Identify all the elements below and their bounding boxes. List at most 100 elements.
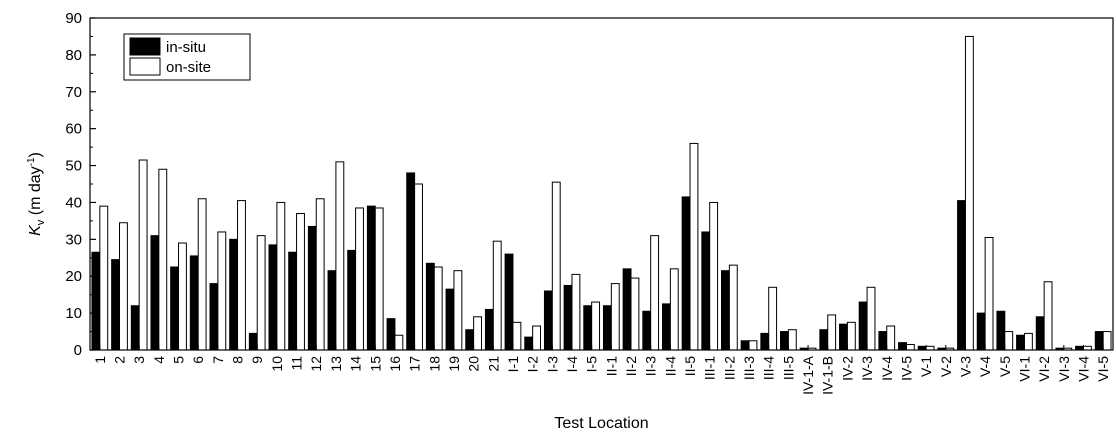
bar-in-situ-10 — [268, 244, 278, 351]
x-tick-label: I-1 — [505, 356, 521, 373]
bar-on-site-i-2 — [532, 325, 542, 351]
bar-in-situ-4 — [150, 235, 160, 351]
x-tick-label: V-4 — [977, 356, 993, 377]
legend-swatch-on-site — [129, 57, 161, 76]
y-axis-title-unit-sup: -1 — [26, 157, 37, 166]
y-axis-title-symbol: K — [27, 224, 44, 236]
x-tick-label: VI-5 — [1095, 356, 1111, 382]
x-tick-label: 7 — [210, 356, 226, 364]
bar-on-site-2 — [119, 222, 128, 351]
bar-on-site-7 — [217, 231, 227, 351]
bar-on-site-8 — [237, 200, 246, 351]
x-tick-label: IV-4 — [879, 356, 895, 381]
x-tick-label: II-2 — [623, 356, 639, 376]
bar-on-site-21 — [492, 240, 502, 351]
bar-in-situ-5 — [170, 266, 180, 351]
bar-on-site-13 — [335, 161, 345, 351]
x-tick-label: V-5 — [997, 356, 1013, 377]
bar-in-situ-vi-2 — [1035, 316, 1045, 351]
bar-in-situ-3 — [130, 305, 140, 351]
x-tick-label: 20 — [466, 356, 482, 372]
x-tick-label: III-4 — [761, 356, 777, 380]
bar-in-situ-ii-1 — [602, 305, 612, 351]
bar-on-site-15 — [374, 207, 384, 351]
x-tick-label: IV-3 — [859, 356, 875, 381]
legend-label-on-site: on-site — [166, 59, 211, 76]
x-tick-label: V-2 — [938, 356, 954, 377]
bar-on-site-6 — [197, 198, 207, 351]
bar-on-site-11 — [296, 213, 305, 351]
legend-swatch-in-situ — [129, 37, 161, 56]
bar-in-situ-iii-5 — [780, 331, 789, 351]
bar-in-situ-17 — [406, 172, 416, 351]
bar-in-situ-ii-2 — [622, 268, 632, 351]
y-tick-label: 70 — [65, 84, 82, 101]
bar-in-situ-iv-1-b — [819, 329, 829, 351]
x-tick-label: 19 — [446, 356, 462, 372]
y-tick-label: 80 — [65, 47, 82, 64]
x-tick-label: III-1 — [702, 356, 718, 380]
x-tick-label: 14 — [348, 356, 364, 372]
bar-in-situ-7 — [209, 283, 219, 351]
x-tick-label: 21 — [485, 356, 501, 372]
x-tick-label: III-3 — [741, 356, 757, 380]
bar-in-situ-i-5 — [583, 305, 593, 351]
bar-on-site-10 — [276, 201, 286, 351]
x-tick-label: 1 — [92, 356, 108, 364]
x-axis-title: Test Location — [554, 415, 648, 432]
bar-in-situ-iv-2 — [839, 323, 848, 351]
y-axis-title: Kv (m day-1) — [26, 152, 47, 236]
bar-in-situ-19 — [445, 288, 455, 351]
bar-in-situ-ii-5 — [681, 196, 691, 351]
bar-on-site-iii-2 — [728, 264, 738, 351]
x-tick-label: 13 — [328, 356, 344, 372]
x-tick-label: 12 — [308, 356, 324, 372]
x-axis: 1 2 3 4 5 6 7 8 9 10 11 12 13 14 15 16 17 18 19 20 21 I-1 I-2 I… — [92, 345, 1111, 395]
x-tick-label: VI-4 — [1075, 356, 1091, 382]
bar-in-situ-iv-5 — [898, 342, 907, 351]
x-tick-label: 5 — [171, 356, 187, 364]
bar-on-site-5 — [178, 242, 187, 351]
bar-on-site-ii-1 — [610, 283, 620, 351]
x-tick-label: II-1 — [603, 356, 619, 376]
bar-on-site-i-1 — [512, 321, 522, 351]
bar-on-site-v-5 — [1004, 331, 1014, 351]
bar-in-situ-15 — [366, 205, 376, 351]
y-axis-title-unit-close: ) — [27, 152, 44, 157]
x-tick-label: IV-5 — [898, 356, 914, 381]
bar-in-situ-ii-4 — [661, 303, 671, 351]
bar-in-situ-21 — [484, 308, 494, 351]
bar-in-situ-ii-3 — [642, 310, 652, 351]
bar-in-situ-iii-1 — [701, 231, 711, 351]
x-tick-label: V-1 — [918, 356, 934, 377]
bar-on-site-i-3 — [551, 181, 561, 351]
bar-in-situ-12 — [307, 225, 317, 351]
x-tick-label: V-3 — [957, 356, 973, 377]
x-tick-label: II-3 — [643, 356, 659, 376]
x-tick-label: 15 — [367, 356, 383, 372]
y-axis: 0 10 20 30 40 50 60 70 80 90 — [65, 10, 96, 359]
bar-on-site-3 — [138, 159, 148, 351]
bar-in-situ-v-3 — [957, 200, 966, 351]
x-tick-label: IV-1-B — [820, 356, 836, 395]
bar-on-site-i-5 — [591, 301, 601, 351]
bar-on-site-vi-5 — [1102, 331, 1112, 351]
bar-on-site-v-3 — [964, 35, 974, 351]
bar-on-site-iv-3 — [866, 286, 876, 351]
bar-in-situ-vi-1 — [1016, 334, 1025, 351]
bar-in-situ-i-1 — [504, 253, 514, 351]
bar-in-situ-6 — [189, 255, 199, 351]
bar-in-situ-1 — [91, 251, 101, 351]
x-tick-label: IV-1-A — [800, 355, 816, 395]
bar-in-situ-11 — [288, 251, 298, 351]
y-axis-title-unit: (m day — [27, 166, 44, 219]
bar-in-situ-v-5 — [996, 310, 1006, 351]
bar-on-site-20 — [473, 316, 482, 351]
x-tick-label: III-2 — [721, 356, 737, 380]
bar-on-site-ii-2 — [630, 277, 640, 351]
x-tick-label: VI-2 — [1036, 356, 1052, 382]
bar-on-site-4 — [158, 168, 168, 351]
x-tick-label: 9 — [249, 356, 265, 364]
bar-on-site-iv-1-b — [827, 314, 837, 351]
bar-on-site-16 — [394, 334, 404, 351]
